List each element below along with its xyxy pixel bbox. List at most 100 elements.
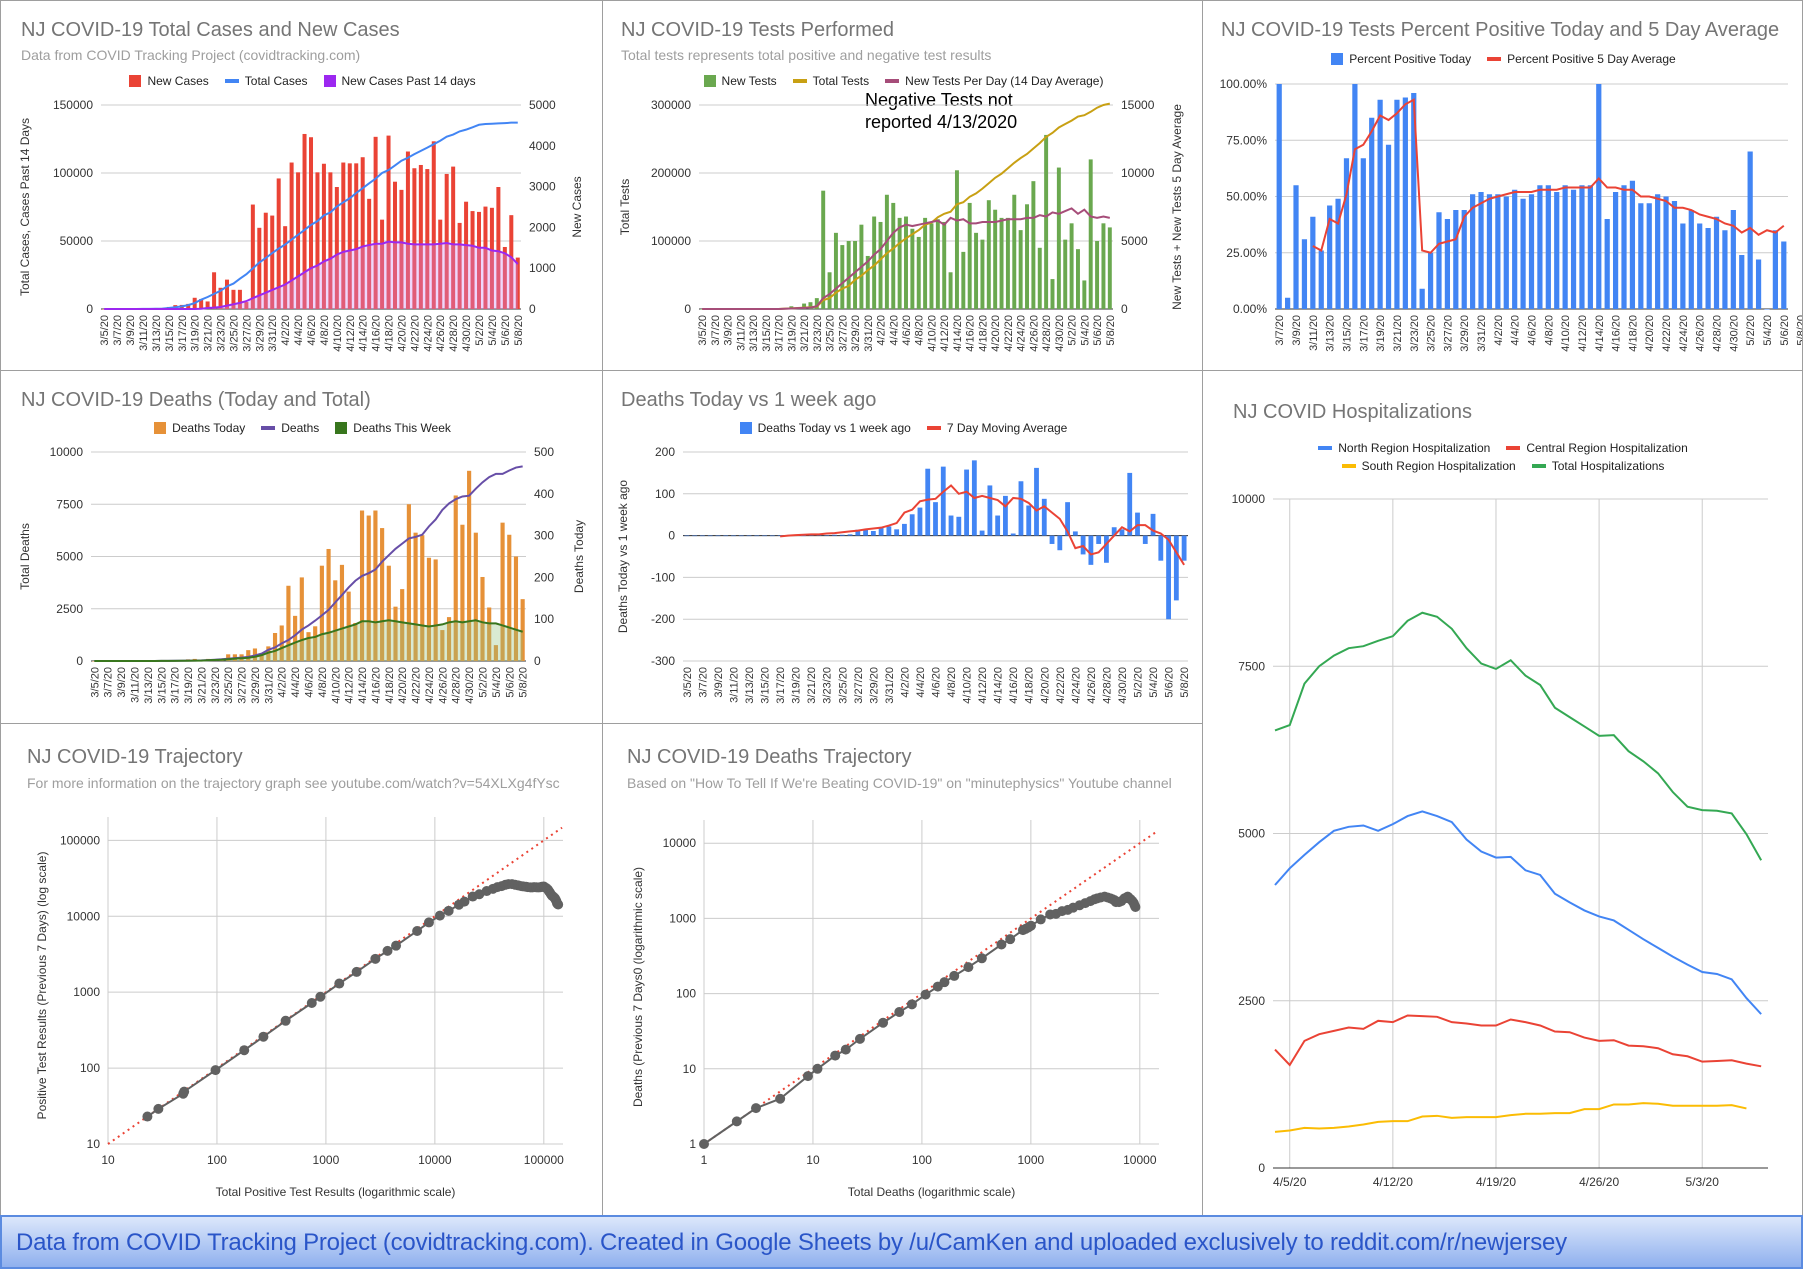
x-tick-label: 3/25/20 [1426,315,1438,352]
bar [1056,167,1061,309]
bar [801,535,806,537]
data-point [699,1139,709,1149]
data-point [878,1017,889,1028]
bar [470,211,475,309]
bar [956,516,962,536]
x-tick-label: 4/8/20 [946,667,958,698]
bar [413,532,418,661]
bar [1554,192,1560,309]
x-tick-label: 4/24/20 [424,667,436,704]
bar [1031,181,1036,309]
data-point [210,1065,221,1076]
y-axis-label: Deaths (Previous 7 Days0 (logarithmic sc… [631,867,645,1107]
x-tick-label: 4/22/20 [409,315,421,352]
bar [1142,535,1148,544]
bar [961,251,966,309]
bar [438,219,443,309]
bar [993,209,998,309]
bar [1377,99,1383,309]
tests-chart: 0 100000 200000 300000 0 5000 10000 15000 3/5/20… [618,98,1184,352]
bar [723,535,729,537]
y-right-tick-label: 100 [534,612,554,626]
y-tick-label: 1000 [73,985,100,999]
x-tick-label: 4/14/20 [358,315,370,352]
x-axis-label: Total Deaths (logarithmic scale) [848,1185,1015,1199]
area [94,620,523,661]
bar [980,239,985,309]
data-point [553,899,564,910]
chart-subtitle: Total tests represents total positive an… [621,47,992,63]
y-tick-label: 50.00% [1226,190,1267,204]
data-point [391,940,402,951]
y-tick-label: 300000 [651,98,691,112]
data-point [1130,901,1141,912]
x-tick-label: 3/19/20 [190,315,202,352]
x-tick-label: 4/30/20 [464,667,476,704]
legend-item: Percent Positive Today [1331,52,1471,66]
x-tick-label: 5/8/20 [1179,667,1191,698]
chart-legend: New Tests Total Tests New Tests Per Day … [603,74,1202,88]
bar [1427,252,1434,309]
y-tick-label: -100 [651,570,675,584]
y-tick-label: 10000 [663,836,697,850]
bar [308,137,314,309]
chart-legend: Deaths Today vs 1 week ago 7 Day Moving … [603,421,1202,435]
bar [1293,185,1299,309]
y-tick-label: -300 [651,654,675,668]
x-tick-label: 3/21/20 [196,667,208,704]
bar [270,215,275,309]
data-point [840,1044,851,1055]
x-tick-label: 100 [912,1153,932,1167]
data-point [459,896,470,907]
x-tick-label: 3/5/20 [99,315,111,346]
bar [341,162,346,309]
x-tick-label: 4/30/20 [1728,315,1740,352]
bar [808,302,813,309]
x-tick-label: 3/5/20 [89,667,101,698]
bar [418,164,423,309]
bar [974,232,979,309]
y-tick-label: 200000 [651,166,691,180]
bar [1041,498,1047,536]
bar [1545,185,1551,309]
bar [354,163,359,309]
y-right-axis-label: Deaths Today [572,520,586,593]
x-tick-label: 3/11/20 [735,315,747,351]
bar [1327,205,1333,309]
x-tick-label: 5/4/20 [1762,315,1774,346]
chart-title: NJ COVID-19 Deaths (Today and Total) [21,389,371,411]
bar [237,289,242,309]
y-right-tick-label: 200 [534,570,554,584]
data-point [315,991,326,1002]
bar [839,534,845,536]
footer-banner: Data from COVID Tracking Project (covidt… [0,1215,1803,1269]
bar [1360,158,1366,309]
x-tick-label: 4/6/20 [901,315,913,346]
legend-item: Deaths Today [154,421,245,435]
bar [1301,239,1308,309]
bar [444,173,449,309]
bar [1018,481,1024,536]
bar [870,531,876,536]
bar [1730,210,1736,309]
y-axis-label: Deaths Today vs 1 week ago [616,480,630,634]
x-tick-label: 4/30/20 [461,315,473,352]
x-tick-label: 4/19/20 [1476,1175,1516,1189]
x-tick-label: 3/13/20 [1325,315,1337,352]
x-tick-label: 4/12/20 [939,315,951,352]
y-right-tick-label: 1000 [529,261,556,275]
bar [1049,535,1055,544]
y-tick-label: 0 [668,529,675,543]
series-line [1274,611,1763,861]
data-point [949,970,960,981]
bar [306,632,311,661]
x-tick-label: 3/11/20 [138,315,150,351]
data-point [1005,934,1016,945]
bar [995,515,1001,536]
y-right-tick-label: 500 [534,445,554,459]
x-tick-label: 3/17/20 [1358,315,1370,352]
x-tick-label: 3/29/20 [868,667,880,704]
bar [218,287,223,309]
bar [853,241,858,309]
series-line [702,207,1111,310]
